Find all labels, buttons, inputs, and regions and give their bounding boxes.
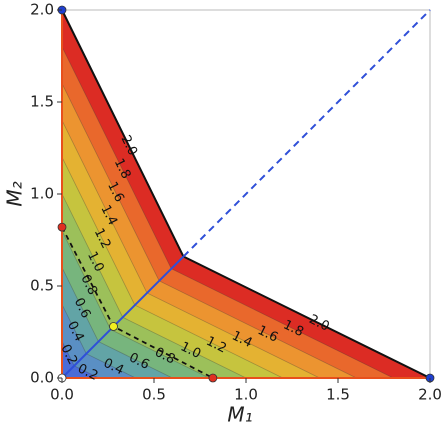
x-axis-label: M₁ <box>227 403 252 427</box>
x-tick-label: 1.0 <box>234 386 258 404</box>
y-tick-label: 1.5 <box>30 93 54 111</box>
y-tick-label: 1.0 <box>30 185 54 203</box>
x-tick-label: 0.0 <box>50 386 74 404</box>
ridge-line <box>61 255 185 379</box>
y-tick-label: 2.0 <box>30 1 54 19</box>
point <box>57 222 67 232</box>
x-tick-label: 2.0 <box>418 386 442 404</box>
y-tick-label: 0.0 <box>30 369 54 387</box>
y-axis-label: M₂ <box>3 181 27 206</box>
x-tick-label: 0.5 <box>142 386 166 404</box>
point <box>109 322 118 331</box>
point <box>208 373 218 383</box>
x-tick-label: 1.5 <box>326 386 350 404</box>
diagonal-line <box>182 9 431 258</box>
y-tick-label: 0.5 <box>30 277 54 295</box>
